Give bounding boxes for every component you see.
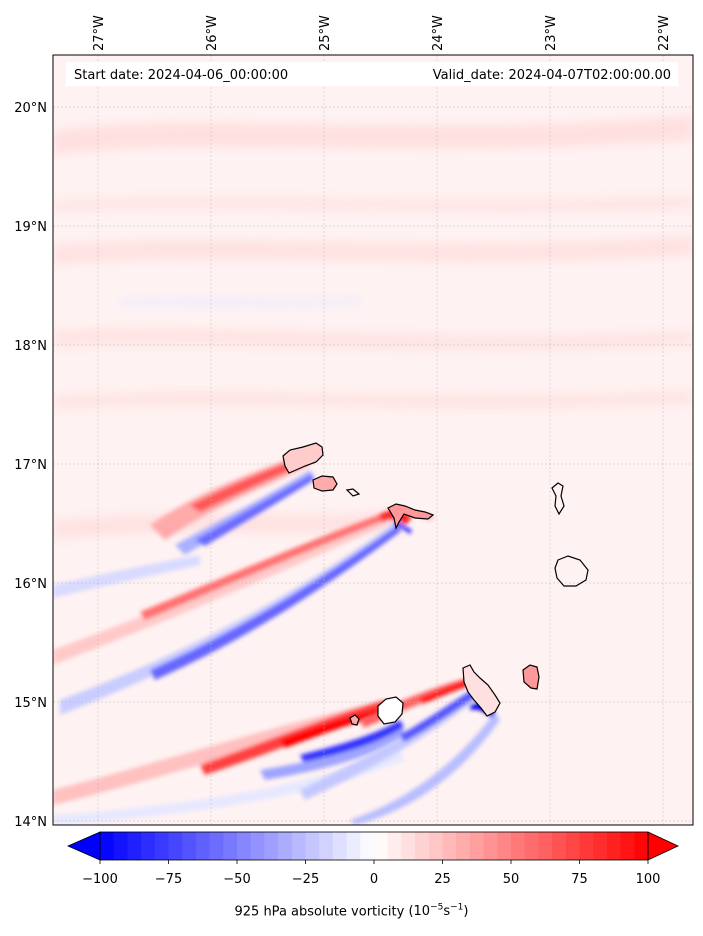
colorbar-step	[483, 832, 498, 860]
lat-tick-label: 19°N	[14, 220, 47, 235]
lat-tick-label: 14°N	[14, 815, 47, 830]
colorbar-step	[606, 832, 621, 860]
colorbar-step	[374, 832, 389, 860]
colorbar-step	[401, 832, 416, 860]
colorbar-step	[511, 832, 526, 860]
colorbar-step	[565, 832, 580, 860]
colorbar-extend-high	[647, 831, 679, 861]
colorbar-step	[182, 832, 197, 860]
colorbar-step	[456, 832, 471, 860]
lat-tick-label: 16°N	[14, 577, 47, 592]
lon-tick-label: 22°W	[657, 15, 672, 51]
longitude-ticks: 27°W 26°W 25°W 24°W 23°W 22°W	[92, 15, 672, 51]
island-sao-nicolau	[387, 503, 435, 530]
colorbar-step	[415, 832, 430, 860]
latitude-ticks: 20°N 19°N 18°N 17°N 16°N 15°N 14°N	[14, 101, 47, 830]
colorbar-step	[195, 832, 210, 860]
colorbar-tick-label: 100	[636, 872, 661, 887]
island-fogo	[377, 696, 404, 725]
lon-tick-label: 27°W	[92, 15, 107, 51]
island-maio	[522, 664, 540, 690]
lon-tick-label: 23°W	[544, 15, 559, 51]
island-sal	[551, 482, 565, 516]
lat-tick-label: 20°N	[14, 101, 47, 116]
colorbar-tick-label: 50	[503, 872, 520, 887]
colorbar-step	[278, 832, 293, 860]
colorbar-step	[497, 832, 512, 860]
colorbar-step	[579, 832, 594, 860]
colorbar-step	[332, 832, 347, 860]
colorbar-tick-label: 0	[370, 872, 378, 887]
island-santiago	[462, 664, 501, 717]
colorbar-step	[223, 832, 238, 860]
colorbar-extend-low	[67, 831, 101, 861]
colorbar-step	[127, 832, 142, 860]
colorbar-step	[593, 832, 608, 860]
colorbar-step	[538, 832, 553, 860]
colorbar-step	[346, 832, 361, 860]
coastlines	[282, 442, 589, 726]
colorbar-step	[209, 832, 224, 860]
colorbar-tick-label: −50	[223, 872, 250, 887]
info-box	[66, 62, 678, 86]
colorbar-step	[319, 832, 334, 860]
colorbar-units: (10−5s−1)	[408, 903, 469, 920]
colorbar-step	[634, 832, 649, 860]
colorbar-step	[154, 832, 169, 860]
colorbar-step	[305, 832, 320, 860]
colorbar-label: 925 hPa absolute vorticity (10−5s−1)	[0, 903, 703, 919]
map-frame	[52, 54, 694, 826]
colorbar-step	[552, 832, 567, 860]
island-santa-luzia	[345, 488, 361, 497]
island-sao-vicente	[312, 475, 338, 492]
colorbar-step	[360, 832, 375, 860]
colorbar-tick-label: 75	[571, 872, 588, 887]
colorbar-step	[237, 832, 252, 860]
colorbar-tick-label: −100	[82, 872, 118, 887]
colorbar: −100 −75 −50 −25 0 25 50 75 100	[67, 831, 679, 887]
colorbar-step	[250, 832, 265, 860]
colorbar-variable: 925 hPa absolute vorticity	[234, 904, 405, 920]
colorbar-steps	[100, 832, 649, 860]
lat-tick-label: 17°N	[14, 458, 47, 473]
colorbar-step	[469, 832, 484, 860]
colorbar-step	[428, 832, 443, 860]
colorbar-tick-label: −75	[155, 872, 182, 887]
colorbar-step	[100, 832, 115, 860]
lat-tick-label: 18°N	[14, 339, 47, 354]
colorbar-step	[620, 832, 635, 860]
colorbar-tick-label: 25	[434, 872, 451, 887]
valid-date-text: Valid_date: 2024-04-07T02:00:00.00	[433, 68, 671, 83]
colorbar-tick-label: −25	[292, 872, 319, 887]
colorbar-step	[524, 832, 539, 860]
island-boa-vista	[554, 555, 589, 587]
island-brava	[349, 714, 360, 726]
lon-tick-label: 24°W	[431, 15, 446, 51]
graticule	[53, 55, 693, 825]
colorbar-step	[291, 832, 306, 860]
colorbar-step	[113, 832, 128, 860]
vorticity-field: Start date: 2024-04-06_00:00:00 Valid_da…	[53, 55, 693, 825]
island-santo-antao	[282, 442, 324, 474]
lon-tick-label: 25°W	[318, 15, 333, 51]
colorbar-step	[168, 832, 183, 860]
lat-tick-label: 15°N	[14, 696, 47, 711]
colorbar-step	[141, 832, 156, 860]
colorbar-ticks: −100 −75 −50 −25 0 25 50 75 100	[82, 860, 660, 887]
colorbar-step	[264, 832, 279, 860]
lon-tick-label: 26°W	[205, 15, 220, 51]
colorbar-step	[387, 832, 402, 860]
colorbar-step	[442, 832, 457, 860]
start-date-text: Start date: 2024-04-06_00:00:00	[74, 68, 288, 83]
